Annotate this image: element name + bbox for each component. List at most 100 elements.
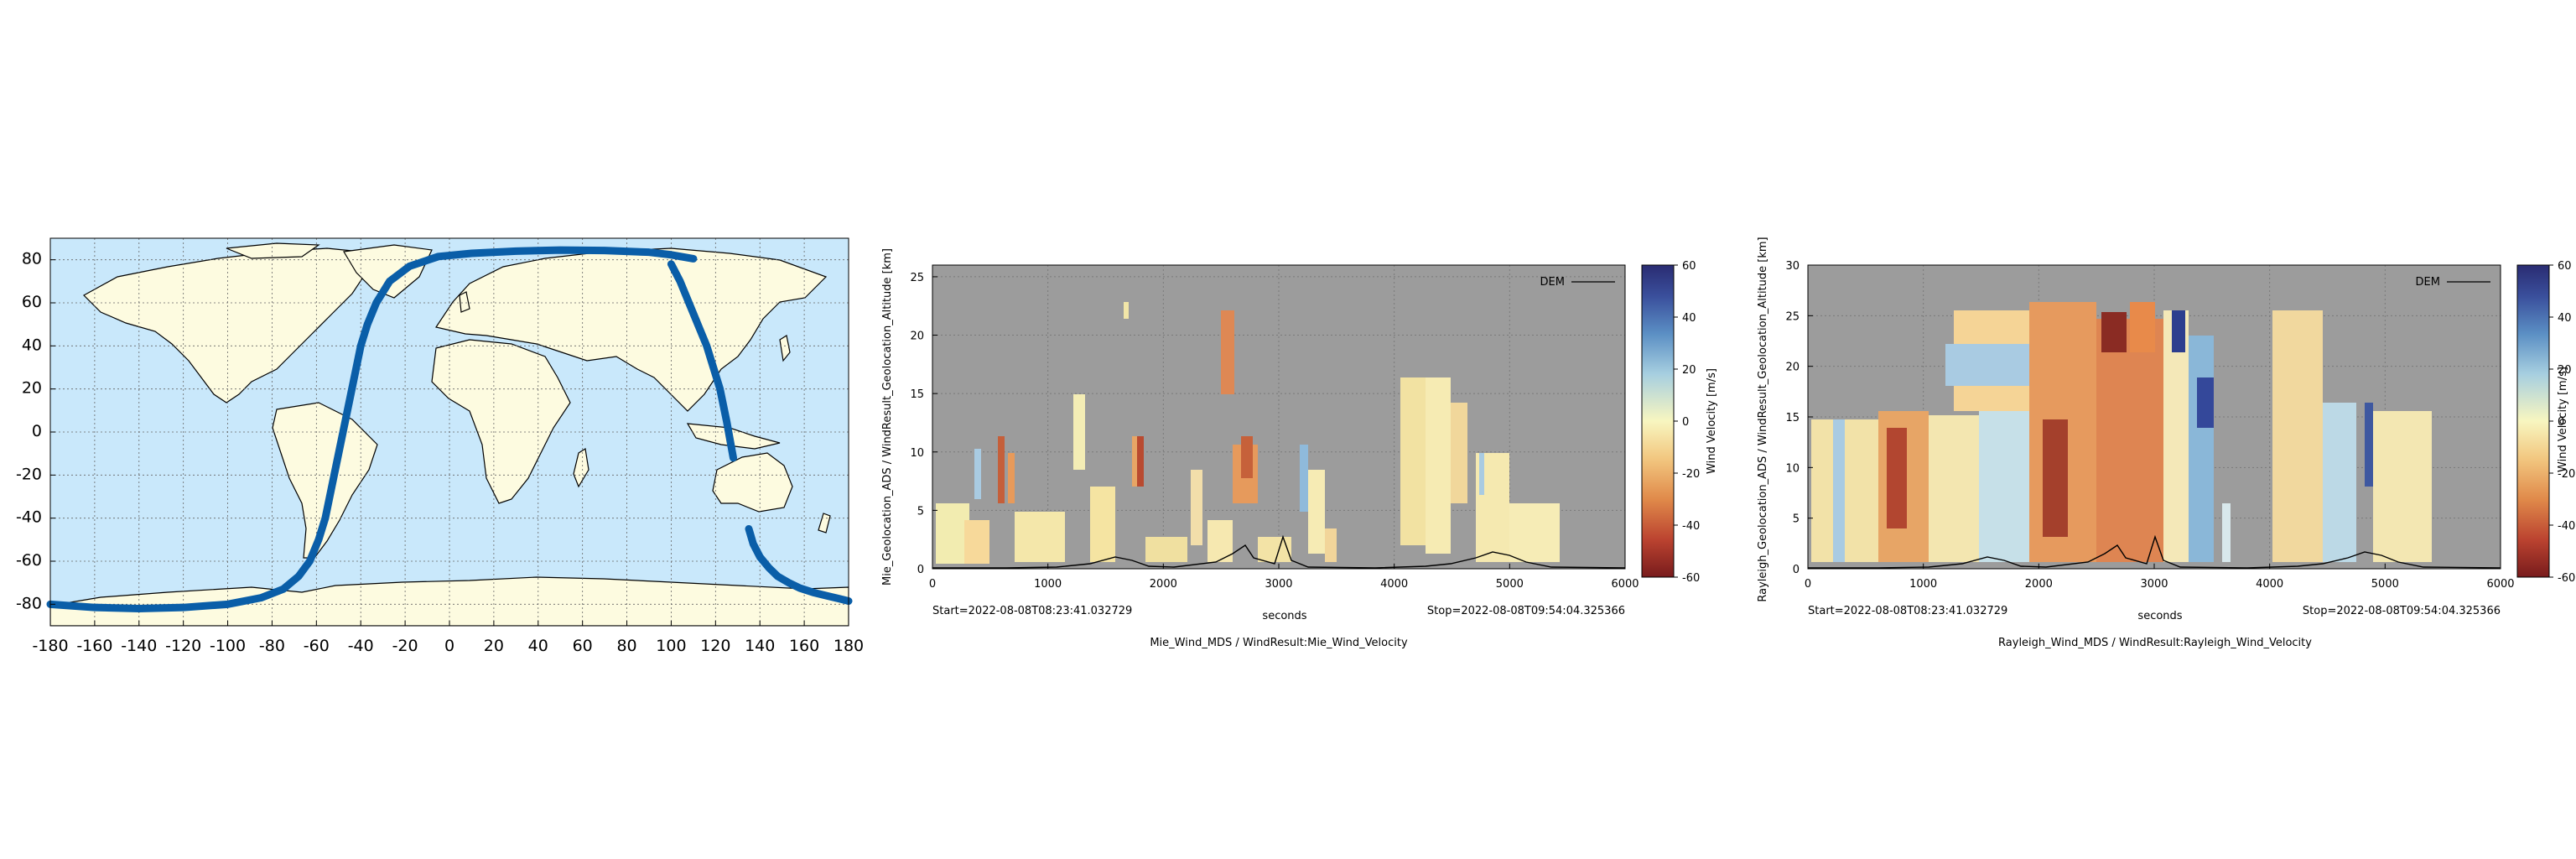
mie-cell xyxy=(1426,377,1451,554)
map-x-tick-label: -60 xyxy=(304,637,330,655)
rayleigh-colorbar-tick-label: -20 xyxy=(2558,468,2575,481)
map-grid xyxy=(49,238,849,626)
rayleigh-cell xyxy=(2365,403,2373,487)
mie-cell xyxy=(998,436,1005,503)
map-y-tick-label: 60 xyxy=(22,293,42,311)
map-x-tick-label: -40 xyxy=(348,637,374,655)
rayleigh-colorbar-label: Wind Velocity [m/s] xyxy=(2557,367,2569,472)
map-land xyxy=(50,242,849,626)
map-x-tick-label: -180 xyxy=(32,637,68,655)
land-madagascar xyxy=(573,448,589,488)
map-x-tick-label: 20 xyxy=(484,637,504,655)
rayleigh-colorbar-tick-label: 0 xyxy=(2558,416,2564,429)
rayleigh-y-tick-label: 5 xyxy=(1793,513,1800,526)
rayleigh-cell xyxy=(2189,336,2214,562)
mie-y-ticks: 0 5 10 15 20 25 xyxy=(910,272,937,576)
track-segment xyxy=(46,246,698,612)
rayleigh-x-tick-label: 1000 xyxy=(1909,578,1937,591)
map-y-tick-label: -40 xyxy=(16,508,42,527)
map-x-tick-label: -140 xyxy=(121,637,157,655)
map-x-tick-label: -100 xyxy=(210,637,246,655)
map-x-tick-label: -160 xyxy=(76,637,112,655)
map-x-tick-label: 120 xyxy=(700,637,730,655)
mie-cell xyxy=(964,520,989,564)
land-africa xyxy=(431,339,571,504)
mie-colorbar-tick-label: 40 xyxy=(1682,312,1696,325)
rayleigh-data-cells xyxy=(1811,302,2432,562)
mie-colorbar xyxy=(1641,264,1675,578)
mie-cell xyxy=(1479,453,1484,495)
rayleigh-y-axis-label: Rayleigh_Geolocation_ADS / WindResult_Ge… xyxy=(1757,237,1769,601)
rayleigh-cell xyxy=(2130,302,2155,352)
rayleigh-cell xyxy=(2272,310,2323,562)
land-arctic-islands xyxy=(226,242,320,259)
mie-x-tick-label: 0 xyxy=(929,578,936,591)
rayleigh-x-tick-label: 4000 xyxy=(2256,578,2283,591)
mie-cell xyxy=(1137,436,1144,487)
mie-data-cells xyxy=(936,302,1560,564)
rayleigh-y-tick-label: 0 xyxy=(1793,564,1800,576)
map-panel: -180 -160 -140 -120 -100 -80 -60 -40 -20 0 20 40 60 8… xyxy=(16,237,864,655)
map-y-tick-label: 0 xyxy=(32,422,42,440)
rayleigh-cell xyxy=(2197,377,2214,428)
mie-cell xyxy=(1008,453,1015,503)
mie-legend-label: DEM xyxy=(1540,276,1565,289)
rayleigh-dem-line xyxy=(1808,534,2501,569)
mie-x-tick-label: 2000 xyxy=(1150,578,1177,591)
mie-y-tick-label: 10 xyxy=(910,447,924,460)
rayleigh-y-tick-label: 25 xyxy=(1785,310,1800,323)
rayleigh-x-tick-label: 0 xyxy=(1805,578,1811,591)
mie-cell xyxy=(1191,470,1202,545)
land-greenland xyxy=(343,244,433,299)
mie-colorbar-tick-label: 20 xyxy=(1682,364,1696,377)
rayleigh-cell xyxy=(1833,419,1845,562)
rayleigh-cell xyxy=(2172,310,2185,352)
land-japan xyxy=(779,335,791,362)
mie-caption: Mie_Wind_MDS / WindResult:Mie_Wind_Veloc… xyxy=(1150,637,1408,649)
rayleigh-cell xyxy=(2323,403,2356,562)
mie-x-tick-label: 4000 xyxy=(1380,578,1408,591)
track-segment xyxy=(745,525,853,605)
map-x-tick-label: 140 xyxy=(745,637,775,655)
map-x-tick-label: 60 xyxy=(573,637,593,655)
rayleigh-y-tick-label: 15 xyxy=(1785,412,1800,424)
rayleigh-cell xyxy=(2043,419,2068,537)
map-x-tick-label: -80 xyxy=(259,637,285,655)
rayleigh-colorbar-tick-label: 60 xyxy=(2558,260,2572,273)
mie-cell xyxy=(936,503,969,564)
mie-x-axis-label: seconds xyxy=(1262,610,1306,622)
mie-colorbar-tick-label: 60 xyxy=(1682,260,1696,273)
mie-cell xyxy=(1208,520,1233,562)
mie-colorbar-label: Wind Velocity [m/s] xyxy=(1706,368,1718,474)
mie-colorbar-ticks: 60 40 20 0 -20 -40 -60 xyxy=(1674,260,1700,585)
land-antarctica xyxy=(50,576,849,626)
map-y-tick-label: 80 xyxy=(22,250,42,268)
land-uk xyxy=(459,291,470,313)
rayleigh-colorbar-tick-label: -40 xyxy=(2558,520,2575,533)
mie-cell xyxy=(1325,528,1337,562)
rayleigh-legend-label: DEM xyxy=(2416,276,2440,289)
mie-colorbar-tick-label: -20 xyxy=(1682,468,1700,481)
mie-y-tick-label: 15 xyxy=(910,388,924,401)
rayleigh-y-ticks: 0 5 10 15 20 25 30 xyxy=(1785,260,1813,576)
track-segment xyxy=(667,260,737,462)
rayleigh-panel: DEM 0 1000 2000 3000 4000 5000 6000 0 5 10 15 20 25… xyxy=(1757,237,2575,649)
map-x-tick-label: -20 xyxy=(392,637,418,655)
mie-panel: DEM 0 1000 2000 3000 4000 5000 6000 0 5 10 15 20 25… xyxy=(881,248,1718,649)
mie-y-tick-label: 20 xyxy=(910,331,924,343)
mie-colorbar-tick-label: 0 xyxy=(1682,416,1689,429)
mie-cell xyxy=(1145,537,1187,562)
mie-cell xyxy=(1400,377,1426,545)
mie-y-tick-label: 0 xyxy=(917,564,924,576)
rayleigh-cell xyxy=(1979,411,2029,562)
land-indonesia xyxy=(686,423,781,450)
map-x-tick-label: 80 xyxy=(616,637,636,655)
rayleigh-colorbar-ticks: 60 40 20 0 -20 -40 -60 xyxy=(2549,260,2575,585)
rayleigh-x-tick-label: 3000 xyxy=(2140,578,2168,591)
rayleigh-colorbar-tick-label: 20 xyxy=(2558,364,2572,377)
mie-x-tick-label: 6000 xyxy=(1611,578,1639,591)
map-y-tick-label: 40 xyxy=(22,336,42,354)
rayleigh-x-tick-label: 5000 xyxy=(2371,578,2399,591)
land-australia xyxy=(712,452,793,513)
